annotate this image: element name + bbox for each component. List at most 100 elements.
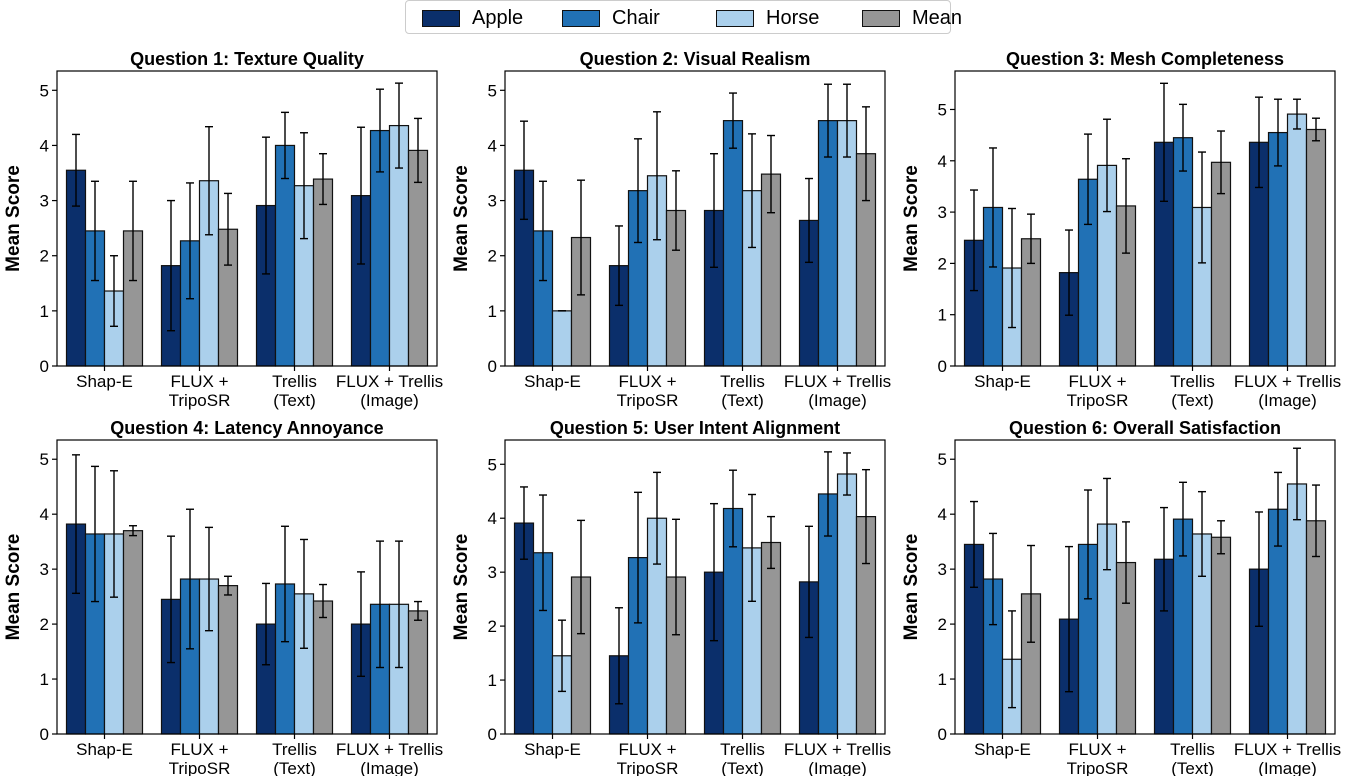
error-bar-apple	[357, 126, 365, 265]
legend-swatch-horse	[716, 9, 754, 27]
plot-frame	[504, 439, 886, 735]
error-bar-horse	[110, 470, 118, 598]
error-bar-apple	[805, 177, 813, 264]
y-tick-label: 2	[938, 254, 947, 273]
error-bar-mean	[1217, 520, 1225, 555]
y-tick-label: 2	[488, 247, 497, 266]
error-bar-apple	[970, 500, 978, 588]
chart-panel-4: Question 4: Latency Annoyance Mean Score 0…	[3, 418, 443, 776]
chart-panel-6: Question 6: Overall Satisfaction Mean Sco…	[901, 418, 1341, 776]
bar-horse	[836, 473, 858, 735]
x-tick-label: FLUX + Trellis	[1234, 740, 1341, 759]
y-tick-label: 5	[488, 455, 497, 474]
x-tick-label: TripoSR	[617, 759, 679, 776]
x-tick-label: TripoSR	[169, 391, 231, 410]
plot-frame	[954, 70, 1336, 367]
bar-mean	[312, 178, 334, 367]
error-bar-chair	[634, 491, 642, 624]
error-bar-horse	[843, 83, 851, 158]
y-tick-label: 4	[40, 136, 49, 155]
x-tick-label: FLUX + Trellis	[336, 740, 443, 759]
bar-mean	[1210, 536, 1232, 735]
x-tick-label: (Image)	[1258, 391, 1317, 410]
error-bar-horse	[205, 526, 213, 632]
legend-label: Mean	[912, 6, 963, 29]
chart-title: Question 2: Visual Realism	[580, 49, 811, 69]
error-bar-chair	[1274, 471, 1282, 547]
x-tick-label: Shap-E	[974, 372, 1031, 391]
error-bar-mean	[1027, 213, 1035, 265]
error-bar-apple	[262, 136, 270, 275]
legend-swatch-mean	[862, 9, 900, 27]
bar-mean	[122, 530, 144, 735]
legend-item-horse: Horse	[716, 7, 819, 29]
error-bar-apple	[72, 133, 80, 207]
plot-frame	[56, 439, 438, 735]
error-bar-apple	[167, 199, 175, 332]
error-bar-apple	[520, 486, 528, 560]
error-bar-apple	[970, 189, 978, 292]
y-tick-label: 2	[938, 615, 947, 634]
x-tick-label: Trellis	[1170, 372, 1215, 391]
error-bar-mean	[319, 583, 327, 619]
error-bar-chair	[186, 182, 194, 300]
error-bar-chair	[539, 180, 547, 282]
x-tick-label: FLUX + Trellis	[784, 740, 891, 759]
error-bar-chair	[376, 88, 384, 173]
chart-panel-1: Question 1: Texture Quality Mean Score 0 1 2…	[3, 49, 443, 410]
error-bar-mean	[862, 468, 870, 565]
y-tick-label: 4	[488, 509, 497, 528]
error-bar-horse	[1293, 447, 1301, 521]
x-tick-label: Trellis	[1170, 740, 1215, 759]
error-bar-mean	[1122, 521, 1130, 604]
bar-mean	[407, 610, 429, 735]
chart-title: Question 1: Texture Quality	[130, 49, 364, 69]
error-bar-apple	[357, 571, 365, 677]
y-tick-label: 3	[40, 192, 49, 211]
legend-label: Chair	[612, 6, 660, 29]
error-bar-horse	[1008, 610, 1016, 709]
error-bar-apple	[805, 525, 813, 639]
x-tick-label: (Text)	[1171, 759, 1214, 776]
error-bar-apple	[262, 582, 270, 666]
error-bar-horse	[1293, 98, 1301, 130]
error-bar-apple	[1255, 96, 1263, 189]
legend-label: Apple	[472, 6, 524, 29]
error-bar-mean	[224, 192, 232, 266]
error-bar-chair	[281, 525, 289, 643]
error-bar-mean	[672, 170, 680, 251]
y-axis-label: Mean Score	[451, 165, 472, 272]
x-tick-label: TripoSR	[1067, 759, 1129, 776]
error-bar-chair	[1084, 133, 1092, 226]
error-bar-mean	[1312, 484, 1320, 558]
x-tick-label: TripoSR	[169, 759, 231, 776]
error-bar-apple	[615, 607, 623, 705]
error-bar-apple	[1255, 511, 1263, 627]
x-tick-label: Shap-E	[524, 740, 581, 759]
error-bar-chair	[1179, 103, 1187, 172]
x-tick-label: FLUX + Trellis	[784, 372, 891, 391]
chart-panel-2: Question 2: Visual Realism Mean Score 0 1 2 3…	[451, 49, 891, 410]
x-tick-label: (Image)	[808, 759, 867, 776]
error-bar-chair	[1179, 481, 1187, 557]
error-bar-mean	[129, 525, 137, 537]
error-bar-horse	[748, 493, 756, 602]
error-bar-chair	[186, 508, 194, 650]
plot-frame	[954, 439, 1336, 735]
error-bar-chair	[634, 138, 642, 244]
error-bar-chair	[1084, 489, 1092, 600]
error-bar-horse	[1103, 118, 1111, 213]
x-tick-label: FLUX +	[618, 372, 676, 391]
plot-frame	[504, 70, 886, 367]
chart-title: Question 5: User Intent Alignment	[550, 418, 840, 438]
x-tick-label: (Text)	[1171, 391, 1214, 410]
y-tick-label: 3	[488, 563, 497, 582]
y-tick-label: 4	[40, 505, 49, 524]
legend-label: Horse	[766, 6, 820, 29]
error-bar-mean	[1122, 158, 1130, 254]
bar-mean	[217, 585, 239, 735]
chart-title: Question 4: Latency Annoyance	[110, 418, 383, 438]
x-tick-label: (Text)	[273, 391, 316, 410]
error-bar-horse	[748, 133, 756, 249]
